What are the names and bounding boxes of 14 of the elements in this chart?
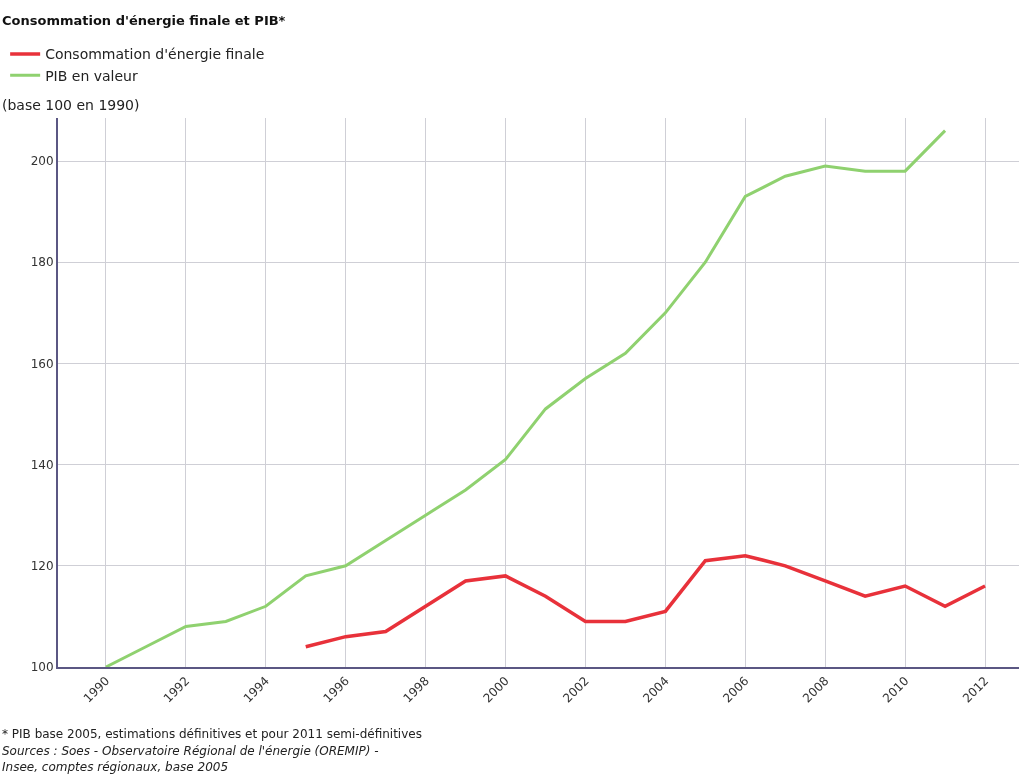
legend-label: Consommation d'énergie finale xyxy=(45,46,265,63)
line-series xyxy=(303,553,987,649)
y-tick-label: 200 xyxy=(30,154,54,169)
y-tick-label: 180 xyxy=(30,255,54,270)
y-tick-label: 160 xyxy=(30,356,54,371)
chart-title: Consommation d'énergie finale et PIB* xyxy=(2,13,286,28)
y-tick-label: 120 xyxy=(30,559,54,573)
source-note: Sources : Soes - Observatoire Régional de l'énergie (OREMIP) - Insee, comptes régionaux, base 2005 xyxy=(2,744,379,774)
y-tick-label: 100 xyxy=(30,660,54,675)
text: * PIB base 2005, estimations définitives et pour 2011 semi-définitives xyxy=(2,727,422,741)
line-series xyxy=(104,129,947,667)
y-tick-label: 140 xyxy=(30,457,54,472)
y-axis-title: (base 100 en 1990) xyxy=(2,97,140,113)
legend-label: PIB en valeur xyxy=(45,67,138,84)
